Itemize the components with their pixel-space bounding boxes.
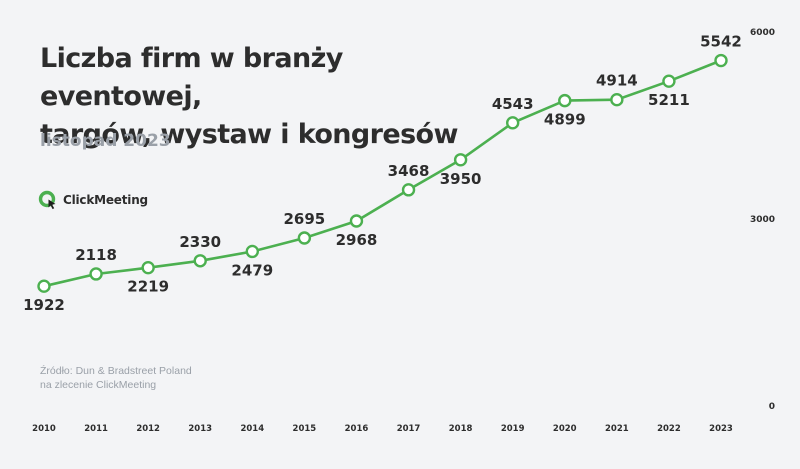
data-point-2017 — [401, 183, 416, 197]
data-point-2021 — [610, 92, 624, 107]
data-point-2023 — [714, 53, 728, 68]
x-tick-label-2018: 2018 — [449, 424, 473, 434]
data-label-2011: 2118 — [75, 246, 117, 264]
data-point-2018 — [453, 153, 468, 167]
brand-name: ClickMeeting — [63, 193, 148, 207]
x-tick-label-2017: 2017 — [397, 424, 421, 434]
chart-title-line-1: Liczba firm w branży eventowej, — [40, 43, 343, 112]
brand-logo: ClickMeeting — [38, 189, 148, 211]
y-tick-label-3000: 3000 — [750, 215, 775, 225]
chart-subtitle: listopad 2023 — [40, 131, 171, 151]
data-label-2014: 2479 — [231, 261, 273, 279]
y-tick-label-6000: 6000 — [750, 28, 775, 38]
data-point-2010 — [37, 279, 51, 293]
x-tick-label-2020: 2020 — [553, 424, 577, 434]
data-label-2021: 4914 — [596, 72, 638, 90]
data-point-2020 — [558, 93, 572, 108]
x-tick-label-2015: 2015 — [293, 424, 317, 434]
data-label-2022: 5211 — [648, 91, 690, 109]
data-point-2016 — [349, 214, 364, 228]
data-label-2023: 5542 — [700, 33, 742, 51]
data-label-2019: 4543 — [492, 95, 534, 113]
x-tick-label-2016: 2016 — [345, 424, 369, 434]
x-tick-label-2014: 2014 — [240, 424, 264, 434]
chart-title: Liczba firm w branży eventowej, targów, … — [40, 40, 500, 154]
chart-series-layer: 1922 2118 2219 2330 2479 2695 2968 3468 3950 4543… — [23, 33, 742, 315]
data-label-2017: 3468 — [388, 162, 430, 180]
chart-axis-layer: 2010 2011 2012 2013 2014 2015 2016 2017 2018 2019… — [32, 28, 775, 434]
source-line-1: Źródło: Dun & Bradstreet Poland — [40, 365, 192, 377]
x-tick-label-2023: 2023 — [709, 424, 733, 434]
source-line-2: na zlecenie ClickMeeting — [40, 379, 157, 391]
x-tick-label-2010: 2010 — [32, 424, 56, 434]
data-label-2010: 1922 — [23, 296, 65, 314]
x-tick-label-2013: 2013 — [188, 424, 212, 434]
series-line — [43, 59, 722, 288]
data-point-2014 — [245, 244, 260, 259]
data-label-2018: 3950 — [440, 170, 482, 188]
x-tick-label-2022: 2022 — [657, 424, 681, 434]
y-tick-label-0: 0 — [769, 402, 775, 412]
data-label-2016: 2968 — [336, 231, 378, 249]
x-tick-label-2021: 2021 — [605, 424, 629, 434]
data-label-2012: 2219 — [127, 278, 169, 296]
data-label-2013: 2330 — [179, 233, 221, 251]
x-tick-label-2012: 2012 — [136, 424, 160, 434]
x-tick-label-2019: 2019 — [501, 424, 525, 434]
data-label-2015: 2695 — [284, 210, 326, 228]
data-point-2019 — [505, 116, 520, 130]
data-point-2011 — [89, 267, 103, 281]
data-point-2012 — [141, 260, 155, 275]
data-point-2022 — [662, 74, 676, 88]
x-tick-label-2011: 2011 — [84, 424, 108, 434]
source-note: Źródło: Dun & Bradstreet Poland na zlece… — [40, 364, 192, 392]
clickmeeting-logo-icon — [38, 190, 56, 210]
data-point-2015 — [297, 231, 312, 245]
data-point-2013 — [193, 254, 207, 268]
data-label-2020: 4899 — [544, 111, 586, 129]
chart-title-line-2: targów, wystaw i kongresów — [40, 119, 458, 150]
